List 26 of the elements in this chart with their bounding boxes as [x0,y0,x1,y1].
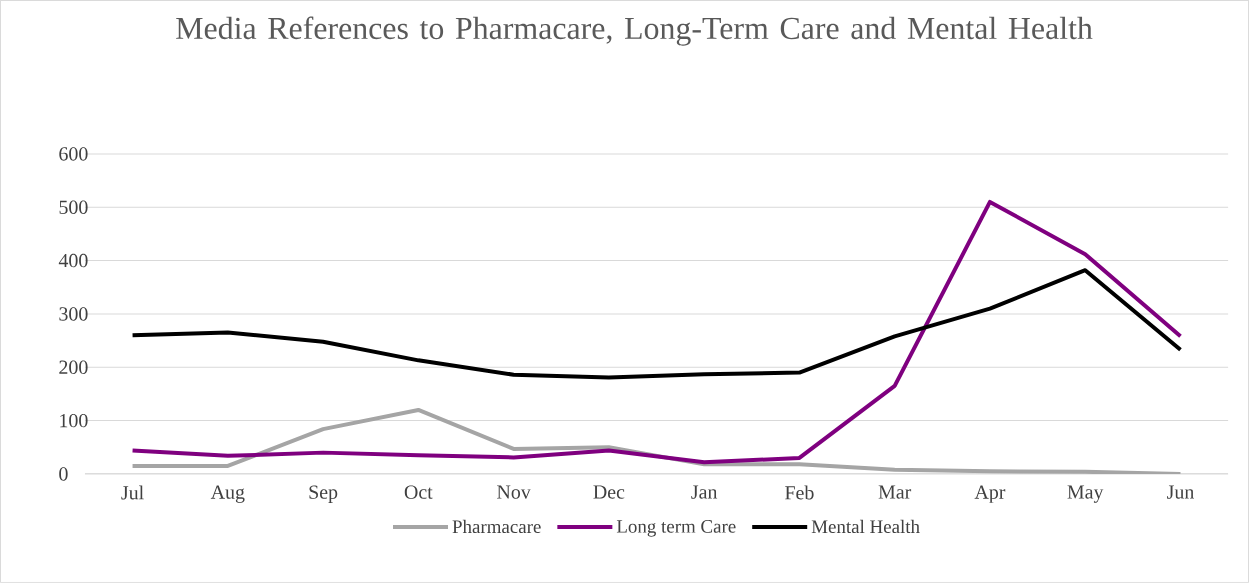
y-tick-label: 100 [60,413,88,428]
y-tick-label: 300 [59,307,88,321]
chart-title: Media References to Pharmacare, Long-Term Care and Mental Health [176,16,1093,46]
x-tick-label: Apr [974,485,1006,503]
x-tick-label: Feb [785,485,814,500]
x-tick-label: Jul [121,485,144,500]
x-tick-label: Nov [497,485,531,499]
legend-label: Pharmacare [452,519,541,534]
x-tick-label: Jun [1167,485,1195,499]
x-tick-label: Dec [593,485,625,499]
y-tick-label: 200 [59,360,88,375]
line-series [130,199,1183,465]
y-tick-label: 500 [59,200,88,215]
line-series [130,268,1183,380]
y-tick-label: 600 [59,147,88,161]
x-tick-label: Aug [210,485,245,503]
x-tick-label: May [1067,485,1104,503]
x-tick-label: Mar [878,485,912,499]
x-tick-label: Oct [404,485,433,499]
x-tick-label: Jan [691,485,718,499]
y-tick-label: 0 [59,467,68,481]
line-series [130,408,1183,475]
legend-label: Long term Care [616,520,736,537]
legend-label: Mental Health [811,519,920,534]
y-tick-label: 400 [58,253,88,268]
x-tick-label: Sep [309,485,338,503]
